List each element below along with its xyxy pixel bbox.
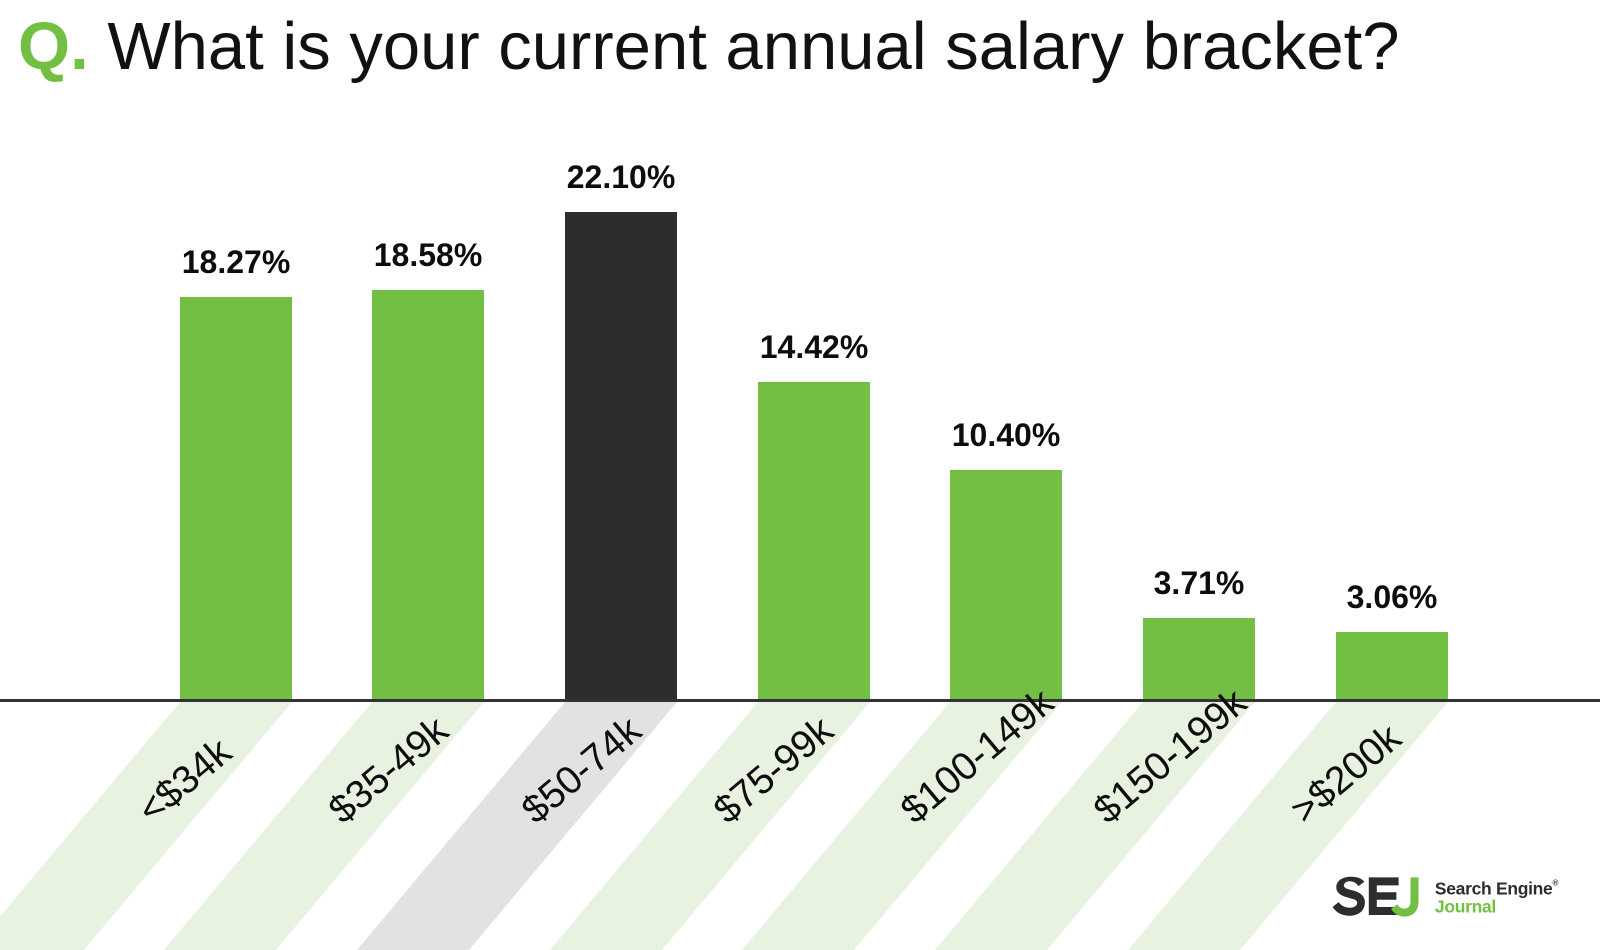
svg-text:Journal: Journal — [1434, 897, 1495, 917]
